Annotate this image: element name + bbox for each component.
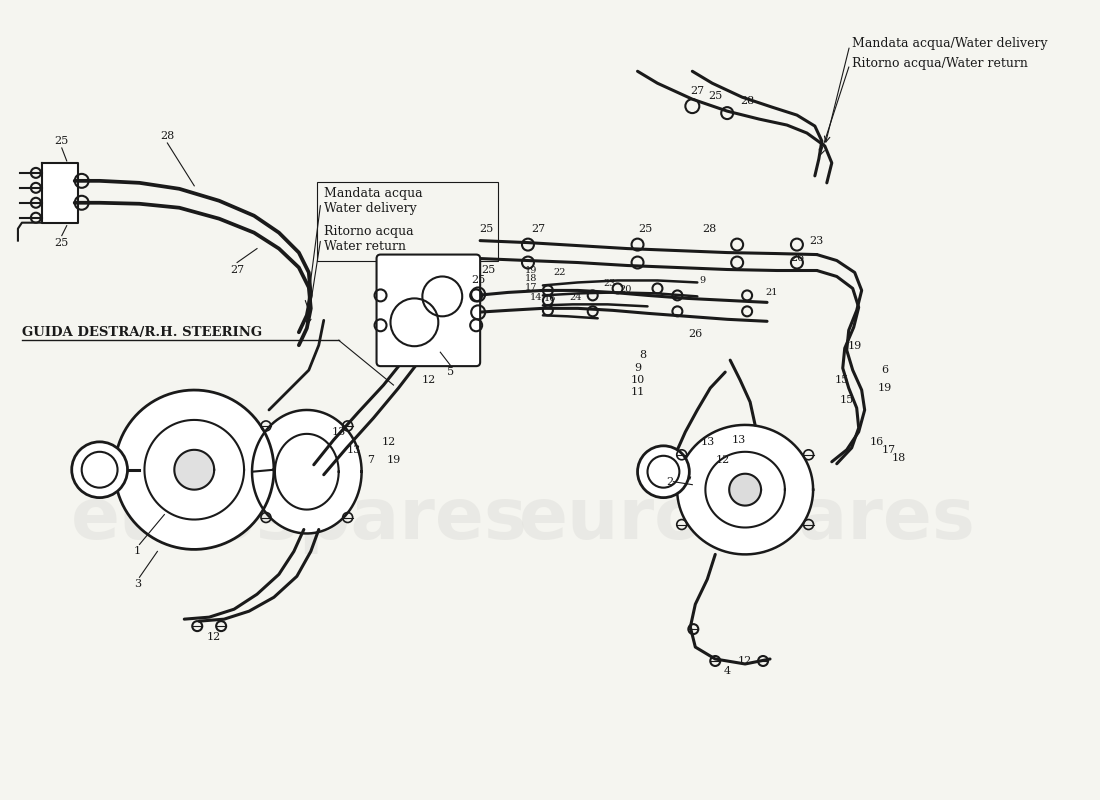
Text: 27: 27 (690, 86, 704, 96)
Text: 13: 13 (700, 437, 714, 447)
Text: Mandata acqua/Water delivery: Mandata acqua/Water delivery (851, 37, 1047, 50)
Text: 13: 13 (346, 445, 361, 455)
Text: 12: 12 (738, 656, 752, 666)
Text: 28: 28 (702, 224, 716, 234)
Polygon shape (114, 390, 274, 550)
Text: 4: 4 (724, 666, 730, 676)
Text: Ritorno acqua
Water return: Ritorno acqua Water return (323, 225, 414, 253)
Text: 26: 26 (689, 330, 703, 339)
Text: 1: 1 (134, 546, 141, 557)
Text: Ritorno acqua/Water return: Ritorno acqua/Water return (851, 57, 1027, 70)
Text: 18: 18 (891, 453, 905, 462)
Circle shape (72, 442, 128, 498)
Text: 5: 5 (447, 367, 454, 377)
Text: 6: 6 (881, 365, 888, 375)
Text: 2: 2 (666, 477, 673, 486)
Text: 25: 25 (55, 136, 69, 146)
Text: 25: 25 (471, 275, 485, 286)
Polygon shape (174, 450, 214, 490)
Text: 15: 15 (839, 395, 854, 405)
Text: 19: 19 (878, 383, 892, 393)
Text: 26: 26 (790, 253, 804, 262)
Text: 25: 25 (55, 238, 69, 248)
Text: 7: 7 (367, 454, 374, 465)
Text: 20: 20 (619, 285, 631, 294)
FancyBboxPatch shape (376, 254, 480, 366)
Text: 24: 24 (570, 293, 582, 302)
Polygon shape (729, 474, 761, 506)
Text: 27: 27 (230, 266, 244, 275)
Text: 22: 22 (553, 268, 566, 277)
Text: 12: 12 (421, 375, 436, 385)
Polygon shape (42, 163, 78, 222)
Text: 9: 9 (634, 363, 641, 373)
Text: 17: 17 (881, 445, 895, 455)
Text: 19: 19 (525, 266, 537, 275)
Text: 23: 23 (604, 279, 616, 288)
Text: 25: 25 (708, 91, 723, 101)
Text: GUIDA DESTRA/R.H. STEERING: GUIDA DESTRA/R.H. STEERING (22, 326, 262, 338)
Text: 13: 13 (331, 427, 345, 437)
Text: 18: 18 (525, 274, 537, 283)
Text: 27: 27 (531, 224, 544, 234)
Text: Mandata acqua
Water delivery: Mandata acqua Water delivery (323, 186, 422, 214)
Text: 23: 23 (810, 236, 824, 246)
Text: 25: 25 (638, 224, 652, 234)
Text: 8: 8 (639, 350, 646, 360)
Text: 28: 28 (740, 96, 755, 106)
Polygon shape (678, 425, 813, 554)
Text: 19: 19 (848, 342, 861, 351)
Text: 28: 28 (161, 131, 175, 141)
Text: 3: 3 (134, 579, 141, 590)
Text: 11: 11 (630, 387, 645, 397)
Text: 16: 16 (869, 437, 883, 447)
Text: 13: 13 (732, 435, 746, 445)
Text: 16: 16 (543, 294, 557, 303)
Text: 12: 12 (382, 437, 396, 447)
Polygon shape (252, 410, 362, 534)
Text: 25: 25 (481, 266, 495, 275)
Text: 25: 25 (478, 224, 493, 234)
Text: 10: 10 (630, 375, 645, 385)
Text: 17: 17 (525, 283, 537, 292)
Text: 12: 12 (716, 454, 730, 465)
Text: 14: 14 (530, 293, 542, 302)
Circle shape (638, 446, 690, 498)
Text: 21: 21 (766, 288, 779, 297)
Text: 15: 15 (835, 375, 849, 385)
Text: 12: 12 (207, 632, 221, 642)
Text: eurospares: eurospares (519, 485, 976, 554)
Text: 19: 19 (386, 454, 400, 465)
Text: eurospares: eurospares (70, 485, 527, 554)
Text: 9: 9 (700, 276, 705, 285)
